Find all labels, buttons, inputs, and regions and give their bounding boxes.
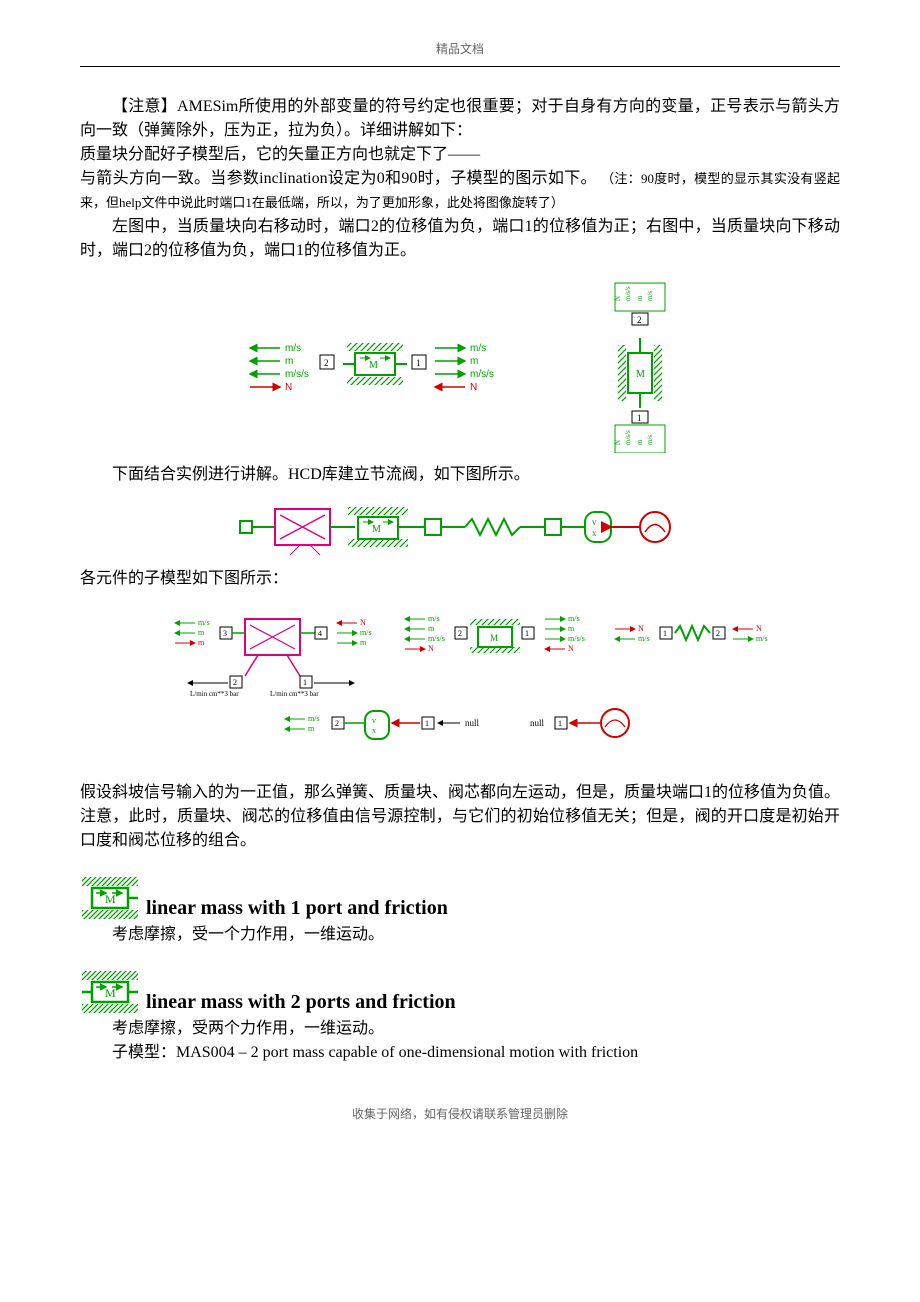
svg-text:m: m: [636, 439, 644, 445]
paragraph-6: 各元件的子模型如下图所示：: [80, 567, 840, 591]
svg-text:2: 2: [335, 719, 339, 728]
svg-text:2: 2: [637, 315, 642, 325]
svg-text:3: 3: [223, 629, 227, 638]
svg-text:1: 1: [416, 358, 421, 368]
svg-text:N: N: [568, 644, 574, 653]
svg-text:M: M: [490, 633, 498, 643]
svg-text:m/s: m/s: [470, 343, 486, 354]
svg-text:m: m: [470, 356, 478, 367]
mass-1port-icon: M: [80, 873, 140, 923]
svg-text:N: N: [285, 382, 292, 393]
svg-text:m/s/s: m/s/s: [285, 369, 309, 380]
paragraph-5: 下面结合实例进行讲解。HCD库建立节流阀，如下图所示。: [80, 463, 840, 487]
svg-text:N: N: [638, 624, 644, 633]
svg-text:m/s/s: m/s/s: [428, 634, 445, 643]
svg-text:1: 1: [663, 629, 667, 638]
svg-text:2: 2: [233, 678, 237, 687]
svg-text:1: 1: [558, 719, 562, 728]
svg-text:N: N: [470, 382, 477, 393]
header-rule: [80, 66, 840, 67]
svg-text:N: N: [428, 644, 434, 653]
svg-text:m: m: [285, 356, 293, 367]
svg-text:M: M: [105, 892, 116, 906]
svg-text:m: m: [198, 628, 205, 637]
diagram-mass-orientation: m/s m m/s/s N 2 M: [80, 273, 840, 453]
svg-text:M: M: [372, 524, 381, 535]
svg-text:N: N: [360, 618, 366, 627]
paragraph-3: 与箭头方向一致。当参数inclination设定为0和90时，子模型的图示如下。…: [80, 167, 840, 215]
svg-text:m: m: [308, 724, 315, 733]
svg-text:v: v: [372, 716, 376, 725]
svg-text:2: 2: [716, 629, 720, 638]
svg-text:null: null: [465, 718, 480, 728]
svg-text:m/s: m/s: [646, 435, 654, 445]
svg-text:m: m: [568, 624, 575, 633]
svg-text:m/s: m/s: [756, 634, 768, 643]
diagram-submodels: m/s m m 3 4 N m/s m: [80, 601, 840, 771]
section-2-header: M linear mass with 2 ports and friction: [80, 967, 840, 1017]
svg-text:1: 1: [425, 719, 429, 728]
svg-text:1: 1: [637, 413, 642, 423]
svg-text:m/s: m/s: [308, 714, 320, 723]
diagram-throttle-valve: M v x: [80, 497, 840, 557]
paragraph-2: 质量块分配好子模型后，它的矢量正方向也就定下了——: [80, 143, 840, 167]
paragraph-note: 【注意】AMESim所使用的外部变量的符号约定也很重要；对于自身有方向的变量，正…: [80, 95, 840, 143]
svg-text:4: 4: [318, 629, 322, 638]
section-1-header: M linear mass with 1 port and friction: [80, 873, 840, 923]
svg-text:2: 2: [324, 358, 329, 368]
svg-text:m: m: [428, 624, 435, 633]
svg-text:M: M: [369, 360, 378, 371]
svg-text:m/s: m/s: [428, 614, 440, 623]
svg-text:x: x: [592, 528, 597, 538]
paragraph-4: 左图中，当质量块向右移动时，端口2的位移值为负，端口1的位移值为正；右图中，当质…: [80, 215, 840, 263]
svg-text:x: x: [372, 726, 376, 735]
paragraph-7: 假设斜坡信号输入的为一正值，那么弹簧、质量块、阀芯都向左运动，但是，质量块端口1…: [80, 781, 840, 853]
svg-text:null: null: [530, 718, 545, 728]
svg-text:m/s/s: m/s/s: [470, 369, 494, 380]
section-2-desc: 考虑摩擦，受两个力作用，一维运动。: [80, 1017, 840, 1041]
mass-2port-icon: M: [80, 967, 140, 1017]
section-1-title: linear mass with 1 port and friction: [146, 893, 448, 923]
svg-text:M: M: [636, 369, 645, 380]
svg-text:N: N: [614, 296, 622, 301]
svg-text:m/s: m/s: [646, 291, 654, 301]
svg-text:2: 2: [458, 629, 462, 638]
svg-text:m: m: [360, 638, 367, 647]
svg-text:m/s/s: m/s/s: [624, 286, 632, 301]
svg-text:1: 1: [303, 678, 307, 687]
paragraph-3a: 与箭头方向一致。当参数inclination设定为0和90时，子模型的图示如下。: [80, 170, 597, 187]
page-header: 精品文档: [80, 40, 840, 58]
svg-text:m/s: m/s: [285, 343, 301, 354]
svg-text:L/min cm**3 bar: L/min cm**3 bar: [270, 690, 319, 698]
svg-text:N: N: [614, 440, 622, 445]
section-2-submodel: 子模型：MAS004 – 2 port mass capable of one-…: [80, 1041, 840, 1065]
svg-text:v: v: [592, 517, 597, 527]
svg-text:L/min cm**3 bar: L/min cm**3 bar: [190, 690, 239, 698]
svg-text:m/s: m/s: [638, 634, 650, 643]
page-footer: 收集于网络，如有侵权请联系管理员删除: [80, 1105, 840, 1123]
svg-text:m/s: m/s: [360, 628, 372, 637]
svg-text:m: m: [198, 638, 205, 647]
section-2-title: linear mass with 2 ports and friction: [146, 987, 456, 1017]
svg-text:m/s/s: m/s/s: [568, 634, 585, 643]
section-1-desc: 考虑摩擦，受一个力作用，一维运动。: [80, 923, 840, 947]
svg-text:m/s: m/s: [198, 618, 210, 627]
svg-text:m/s: m/s: [568, 614, 580, 623]
svg-text:m: m: [636, 295, 644, 301]
svg-text:N: N: [756, 624, 762, 633]
svg-text:M: M: [105, 986, 116, 1000]
svg-text:1: 1: [525, 629, 529, 638]
svg-text:m/s/s: m/s/s: [624, 430, 632, 445]
